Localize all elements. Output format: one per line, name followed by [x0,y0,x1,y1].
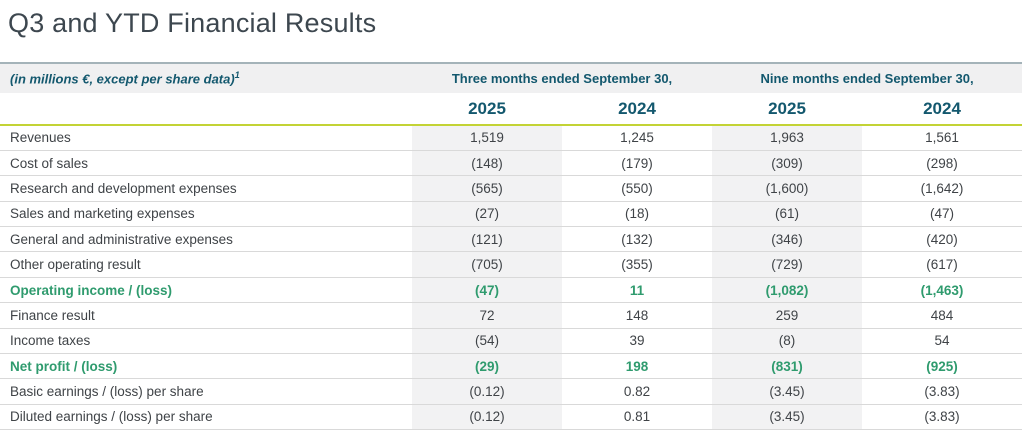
financial-results-table: (in millions €, except per share data)1 … [0,62,1022,430]
column-group-header-row: (in millions €, except per share data)1 … [0,63,1022,93]
cell-value: (1,463) [920,282,964,298]
table-body: Revenues 1,519 1,245 1,963 1,561 Cost of sale… [0,125,1022,430]
column-group-nine-months: Nine months ended September 30, [760,71,974,86]
cell-value: 0.81 [623,409,651,425]
cell-value: 1,561 [925,130,959,146]
cell-value: (132) [621,231,653,247]
cell-value: (617) [926,257,958,273]
year-header-9m-2025: 2025 [768,98,806,118]
table-row: Operating income / (loss) (47) 11 (1,082) (1… [0,277,1022,303]
row-label: Sales and marketing expenses [10,206,195,222]
row-label: General and administrative expenses [10,231,233,247]
cell-value: 39 [629,333,645,349]
cell-value: (1,600) [712,175,862,202]
column-group-three-months: Three months ended September 30, [451,71,673,86]
row-label: Cost of sales [10,155,89,171]
cell-value: (47) [930,206,955,222]
year-header-spacer [0,93,412,125]
cell-value: (121) [412,226,562,252]
cell-value: 72 [412,302,562,329]
table-row: Diluted earnings / (loss) per share (0.12… [0,404,1022,430]
row-label: Net profit / (loss) [10,358,118,374]
row-label: Basic earnings / (loss) per share [10,384,204,400]
cell-value: (148) [412,150,562,176]
cell-value: (355) [621,257,653,273]
year-header-row: 2025 2024 2025 2024 [0,93,1022,125]
table-row: Finance result 72 148 259 484 [0,302,1022,329]
table-row: Income taxes (54) 39 (8) 54 [0,328,1022,354]
cell-value: (0.12) [412,404,562,430]
cell-value: (27) [412,201,562,227]
table-row: Revenues 1,519 1,245 1,963 1,561 [0,125,1022,151]
table-row: Net profit / (loss) (29) 198 (831) (925) [0,353,1022,379]
cell-value: 484 [930,307,954,323]
cell-value: 0.82 [623,384,651,400]
cell-value: (18) [624,206,649,222]
cell-value: 198 [625,358,649,374]
cell-value: 54 [934,333,950,349]
row-label: Research and development expenses [10,180,237,196]
table-row: Basic earnings / (loss) per share (0.12) 0… [0,378,1022,405]
cell-value: (61) [712,201,862,227]
table-row: General and administrative expenses (121)… [0,226,1022,252]
cell-value: (925) [926,358,958,374]
page-title: Q3 and YTD Financial Results [8,8,377,38]
cell-value: (346) [712,226,862,252]
cell-value: (3.83) [924,384,960,400]
row-label: Revenues [10,130,71,146]
table-row: Research and development expenses (565) (5… [0,175,1022,202]
table-row: Other operating result (705) (355) (729) (61… [0,251,1022,278]
cell-value: (3.45) [712,404,862,430]
cell-value: 259 [712,302,862,329]
table-row: Sales and marketing expenses (27) (18) (61)… [0,201,1022,227]
cell-value: (550) [621,180,653,196]
cell-value: 1,245 [620,130,654,146]
cell-value: (420) [926,231,958,247]
cell-value: 1,519 [412,125,562,151]
footnote-marker: 1 [234,70,240,81]
cell-value: (29) [412,353,562,379]
cell-value: (3.83) [924,409,960,425]
cell-value: (3.45) [712,378,862,405]
row-label: Finance result [10,307,95,323]
year-header-9m-2024: 2024 [923,98,961,118]
cell-value: (831) [712,353,862,379]
table-row: Cost of sales (148) (179) (309) (298) [0,150,1022,176]
cell-value: (729) [712,251,862,278]
cell-value: (0.12) [412,378,562,405]
cell-value: (54) [412,328,562,354]
cell-value: (8) [712,328,862,354]
row-label: Other operating result [10,257,141,273]
cell-value: (565) [412,175,562,202]
cell-value: 11 [629,282,645,298]
cell-value: 148 [625,307,649,323]
cell-value: 1,963 [712,125,862,151]
cell-value: (1,082) [712,277,862,303]
row-label: Operating income / (loss) [10,282,173,298]
unit-note: (in millions €, except per share data)1 [0,63,412,93]
row-label: Income taxes [10,333,91,349]
cell-value: (179) [621,155,653,171]
year-header-3m-2024: 2024 [618,98,656,118]
unit-note-text: (in millions €, except per share data) [10,71,235,87]
cell-value: (309) [712,150,862,176]
row-label: Diluted earnings / (loss) per share [10,409,213,425]
year-header-3m-2025: 2025 [468,98,506,118]
cell-value: (705) [412,251,562,278]
cell-value: (47) [412,277,562,303]
cell-value: (298) [926,155,958,171]
cell-value: (1,642) [920,180,964,196]
